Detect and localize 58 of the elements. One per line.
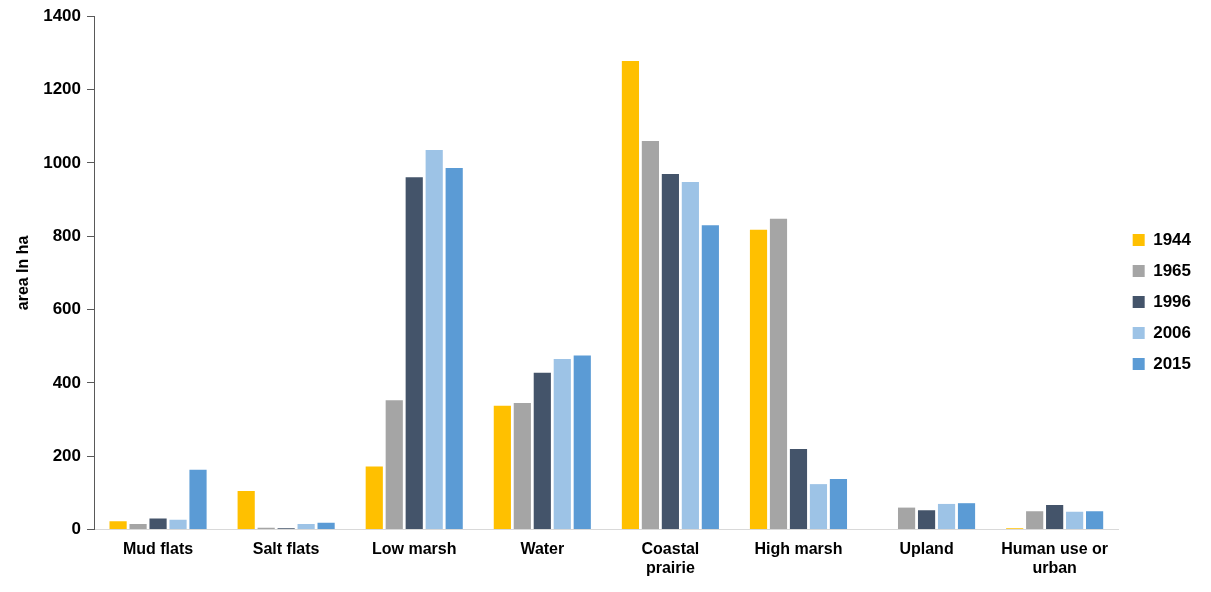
legend-label: 2006 (1153, 322, 1192, 342)
bar (169, 519, 187, 530)
bar (149, 518, 167, 530)
bar (493, 405, 511, 530)
x-tick-label: Coastal prairie (641, 539, 700, 576)
bar (533, 372, 551, 530)
bar (365, 466, 383, 530)
y-tick-label: 1200 (43, 79, 82, 99)
bar (297, 524, 315, 530)
bar (621, 60, 640, 530)
bar (405, 177, 423, 530)
bar (513, 403, 531, 530)
bar (937, 503, 956, 530)
bar (553, 359, 571, 530)
x-tick-label: Salt flats (252, 539, 320, 557)
bar (109, 521, 127, 530)
y-tick-label: 600 (52, 299, 82, 319)
bar (641, 140, 659, 530)
x-tick-label: High marsh (754, 539, 843, 557)
legend-label: 1944 (1153, 229, 1192, 249)
bar (661, 173, 679, 530)
bar (445, 168, 463, 530)
bar (425, 150, 443, 530)
bar (1046, 505, 1064, 530)
bar (789, 448, 808, 530)
bar (237, 491, 255, 530)
bar (917, 510, 936, 530)
bar (769, 218, 788, 530)
y-tick-label: 1400 (43, 5, 82, 25)
bar (681, 181, 699, 530)
y-tick-label: 800 (52, 225, 82, 245)
bar (129, 524, 147, 530)
x-tick-label: Upland (899, 539, 954, 557)
bar (1026, 511, 1044, 530)
bar (573, 355, 591, 530)
bar (385, 400, 403, 530)
x-tick-label: Human use or urban (1001, 539, 1108, 576)
bar (957, 503, 976, 530)
bar (1066, 511, 1084, 530)
bar (829, 478, 848, 530)
bar (317, 522, 335, 530)
bar (701, 225, 719, 530)
bar (897, 507, 916, 530)
bar (749, 229, 768, 530)
bar (809, 484, 828, 530)
bar (1086, 511, 1104, 530)
y-tick-label: 1000 (43, 152, 82, 172)
x-tick-label: Water (520, 539, 565, 557)
y-tick-label: 400 (52, 372, 82, 392)
y-tick-label: 200 (52, 445, 82, 465)
bar (189, 469, 207, 530)
y-tick-label: 0 (71, 519, 82, 539)
legend-label: 2015 (1153, 353, 1192, 373)
y-axis-title: area In ha (14, 235, 32, 311)
legend-label: 1996 (1153, 291, 1192, 311)
legend-label: 1965 (1153, 260, 1192, 280)
x-tick-label: Mud flats (122, 539, 194, 557)
x-tick-label: Low marsh (371, 539, 457, 557)
